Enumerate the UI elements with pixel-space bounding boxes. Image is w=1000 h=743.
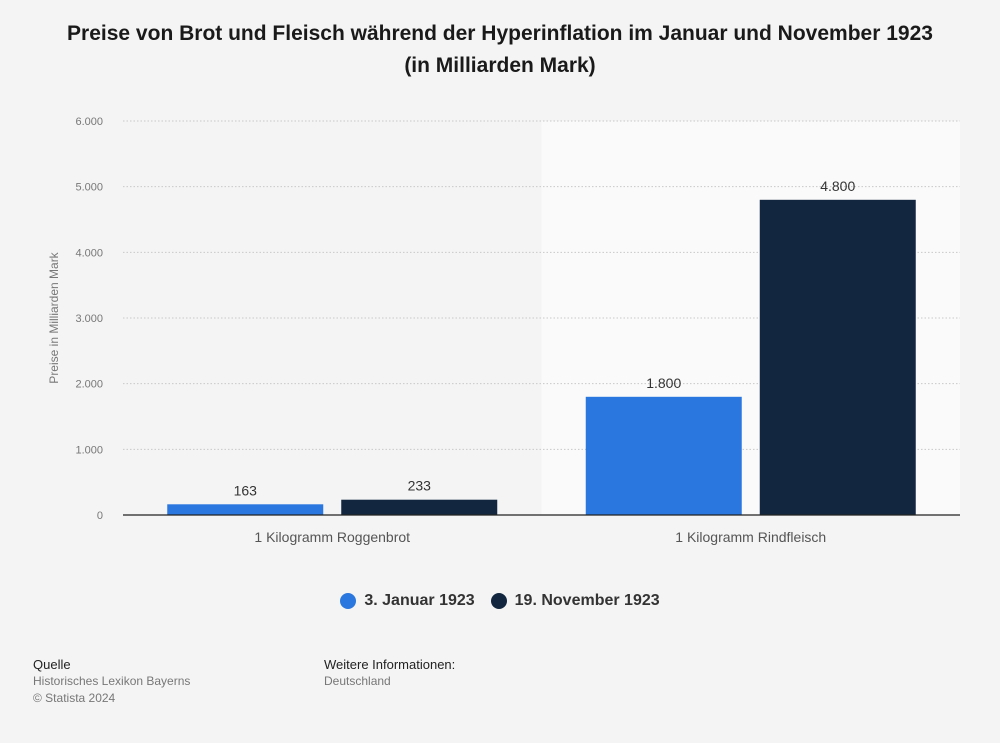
data-label: 163 xyxy=(234,482,258,498)
x-tick-label: 1 Kilogramm Rindfleisch xyxy=(675,529,826,545)
y-tick-label: 1.000 xyxy=(75,444,103,456)
data-label: 233 xyxy=(408,478,432,494)
info-line: Deutschland xyxy=(324,674,391,688)
y-tick-label: 3.000 xyxy=(75,313,103,325)
source-heading: Quelle xyxy=(33,657,71,672)
chart-title: Preise von Brot und Fleisch während der … xyxy=(67,22,933,77)
bar-november xyxy=(759,199,916,516)
info-block: Weitere Informationen: Deutschland xyxy=(324,656,455,690)
legend-item-november[interactable]: 19. November 1923 xyxy=(490,592,660,610)
y-tick-label: 4.000 xyxy=(75,247,103,259)
y-tick-label: 0 xyxy=(97,510,103,522)
bar-january xyxy=(167,504,324,515)
legend-label-january: 3. Januar 1923 xyxy=(364,592,475,609)
bar-january xyxy=(585,396,742,515)
source-block: Quelle Historisches Lexikon Bayerns © St… xyxy=(33,656,190,707)
data-label: 4.800 xyxy=(820,178,855,194)
legend-marker-january xyxy=(340,593,357,609)
legend-item-january[interactable]: 3. Januar 1923 xyxy=(340,592,475,610)
bar-chart: 0 1.000 2.000 3.000 4.000 5.000 6.000 Preise in… xyxy=(47,116,960,545)
legend-label-november: 19. November 1923 xyxy=(514,592,660,609)
y-axis-title: Preise in Milliarden Mark xyxy=(47,251,61,383)
info-heading[interactable]: Weitere Informationen: xyxy=(324,657,456,672)
x-tick-label: 1 Kilogramm Roggenbrot xyxy=(254,529,410,545)
source-line[interactable]: Historisches Lexikon Bayerns xyxy=(33,674,191,688)
y-tick-label: 5.000 xyxy=(75,182,103,194)
legend: 3. Januar 1923 19. November 1923 xyxy=(0,592,1000,610)
y-tick-label: 6.000 xyxy=(75,116,103,128)
legend-marker-november xyxy=(490,593,507,609)
data-label: 1.800 xyxy=(646,375,681,391)
copyright-line: © Statista 2024 xyxy=(33,691,116,705)
y-tick-label: 2.000 xyxy=(75,379,103,391)
bar-november xyxy=(341,499,498,515)
